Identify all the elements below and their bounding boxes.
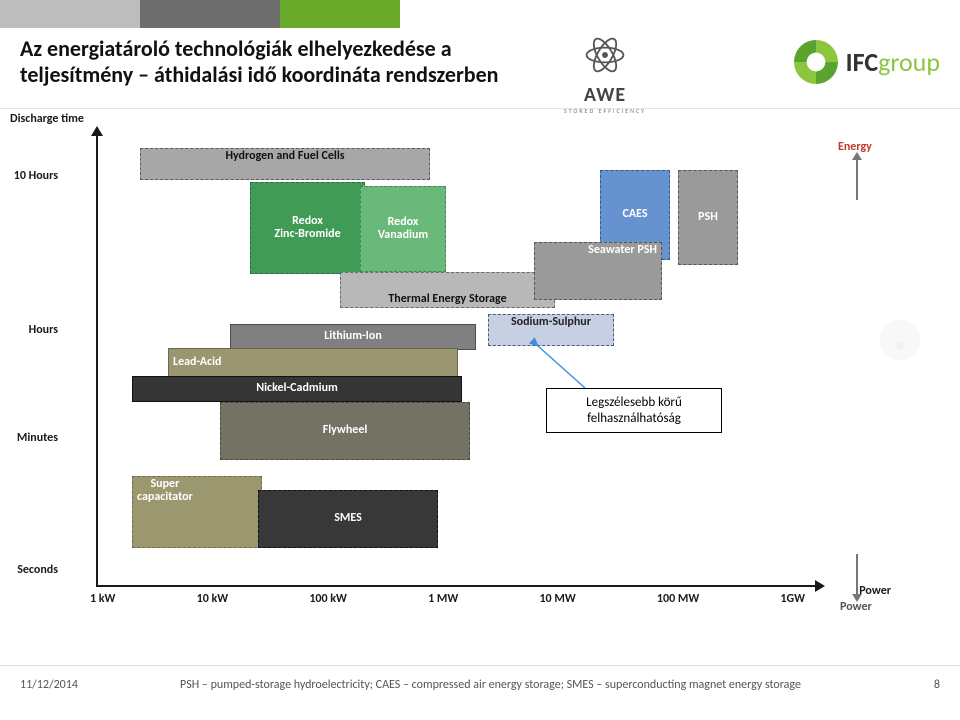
x-tick: 1 MW [428,592,458,606]
y-tick: Hours [6,323,58,337]
ifc-swirl-icon [794,40,838,84]
top-color-bar [0,0,960,28]
y-axis-title: Discharge time [10,112,84,126]
topbar-seg [0,0,140,28]
topbar-seg [140,0,280,28]
topbar-seg [400,0,960,28]
ifc-text: IFCgroup [846,46,940,78]
energy-label-bottom: Power [840,600,872,614]
x-tick: 10 kW [197,592,229,606]
chart-area: Discharge time 10 HoursHoursMinutesSecon… [60,130,835,630]
x-tick: 100 kW [309,592,347,606]
tech-block: Seawater PSH [534,242,662,300]
energy-arrow-up-icon [856,160,858,200]
atom-icon [582,32,628,78]
tech-block: RedoxVanadium [360,186,446,272]
tech-block: Lithium-Ion [230,324,476,350]
y-tick: 10 Hours [6,169,58,183]
header-divider [0,108,960,109]
watermark-icon [880,320,920,360]
x-axis-title: Power [859,584,891,598]
tech-block: RedoxZinc-Bromide [250,182,365,274]
tech-block: SMES [258,490,438,548]
x-axis [96,585,816,587]
x-tick: 1GW [780,592,805,606]
x-ticks: 1 kW 10 kW 100 kW 1 MW 10 MW 100 MW 1GW [60,592,835,606]
tech-block: Supercapacitator [132,476,262,548]
ifc-logo: IFCgroup [794,40,940,84]
tech-block: Thermal Energy Storage [340,272,555,308]
x-tick: 100 MW [657,592,699,606]
tech-block: Nickel-Cadmium [132,376,462,402]
tech-block: Sodium-Sulphur [488,314,614,346]
tech-block: Lead-Acid [168,348,458,378]
x-tick: 1 kW [90,592,115,606]
footer-note: PSH – pumped-storage hydroelectricity; C… [180,678,801,692]
page-number: 8 [934,678,940,692]
x-tick: 10 MW [539,592,575,606]
y-axis [96,135,98,587]
page-title: Az energiatároló technológiák elhelyezke… [20,36,500,88]
awe-name: AWE [560,83,650,107]
tech-block: PSH [678,170,738,265]
tech-block: Hydrogen and Fuel Cells [140,148,430,180]
callout-box: Legszélesebb körűfelhasználhatóság [546,388,722,433]
tech-block: Flywheel [220,402,470,460]
awe-logo: AWE STORED EFFICIENCY [560,32,650,115]
footer-divider [0,665,960,666]
footer-date: 11/12/2014 [20,678,78,692]
y-tick: Seconds [6,563,58,577]
energy-arrow-down-icon [856,554,858,594]
y-tick: Minutes [6,431,58,445]
topbar-seg [280,0,400,28]
